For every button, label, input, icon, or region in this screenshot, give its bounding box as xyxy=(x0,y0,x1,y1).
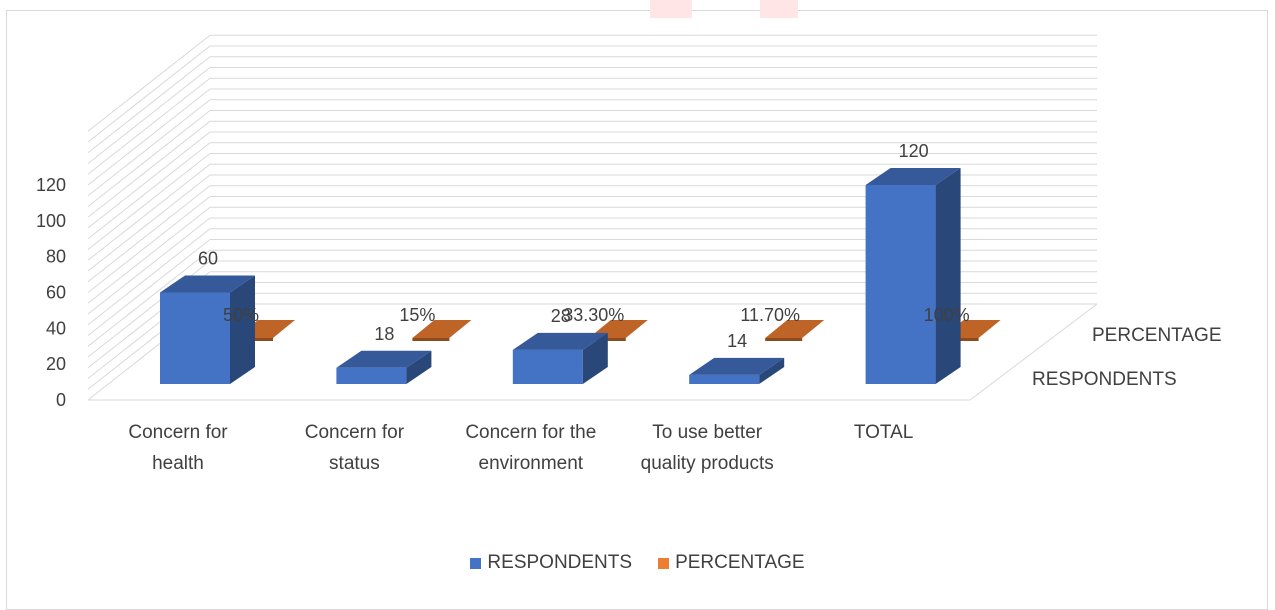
side-gridline xyxy=(87,239,211,336)
respondents-bar-side xyxy=(230,275,255,384)
side-gridline xyxy=(87,153,211,250)
top-decoration-left xyxy=(650,0,692,18)
percentage-bar xyxy=(412,320,472,338)
category-label: Concern for the xyxy=(465,422,596,443)
side-gridline xyxy=(87,196,211,293)
side-gridline xyxy=(87,34,211,132)
percentage-data-label: 100% xyxy=(924,305,970,325)
respondents-bar xyxy=(865,185,936,384)
floor-right-edge xyxy=(969,303,1098,401)
respondents-bar-top xyxy=(865,168,961,185)
respondents-bar-top xyxy=(512,332,608,350)
side-gridline xyxy=(87,45,211,143)
side-gridline xyxy=(87,142,211,240)
side-gridline xyxy=(87,249,211,347)
side-gridline xyxy=(87,67,211,164)
respondents-bar-top xyxy=(160,275,255,293)
side-gridline xyxy=(87,99,211,197)
category-label: health xyxy=(152,453,204,474)
respondents-bar-side xyxy=(582,332,608,384)
legend-item-respondents[interactable]: RESPONDENTS xyxy=(470,552,632,574)
side-gridline xyxy=(87,174,211,272)
top-decoration-right xyxy=(760,0,798,18)
side-gridline xyxy=(87,110,211,207)
category-label: TOTAL xyxy=(854,422,913,443)
y-tick-label: 60 xyxy=(46,283,66,303)
side-gridline xyxy=(87,77,211,175)
side-gridline xyxy=(87,120,211,218)
depth-axis-label: PERCENTAGE xyxy=(1092,325,1222,346)
y-tick-label: 80 xyxy=(46,247,66,267)
chart-legend: RESPONDENTS PERCENTAGE xyxy=(0,552,1275,574)
percentage-data-label: 11.70% xyxy=(740,305,800,325)
side-gridline xyxy=(87,206,211,304)
chart-plot: 0 20 40 60 80 100 120 RESPONDENTS PERCENTAGE 60 18… xyxy=(36,34,1222,474)
series-respondents xyxy=(160,168,961,384)
legend-swatch-respondents xyxy=(470,557,482,569)
respondents-data-label: 18 xyxy=(374,324,394,344)
category-label: quality products xyxy=(641,453,774,474)
respondents-bar-top xyxy=(689,357,785,375)
side-gridline xyxy=(87,228,211,326)
legend-label-respondents: RESPONDENTS xyxy=(487,552,633,573)
percentage-data-label: 15% xyxy=(399,305,435,325)
percentage-bar xyxy=(765,320,825,338)
side-gridline xyxy=(87,56,211,154)
legend-swatch-percentage xyxy=(658,557,670,569)
side-gridline xyxy=(87,217,211,315)
respondents-bar-top xyxy=(336,350,432,368)
category-label: environment xyxy=(479,453,584,474)
y-tick-label: 120 xyxy=(36,175,66,195)
category-label: To use better xyxy=(652,422,763,443)
respondents-bar-side xyxy=(759,357,785,384)
category-label: Concern for xyxy=(128,422,228,443)
side-gridline xyxy=(87,88,211,186)
legend-item-percentage[interactable]: PERCENTAGE xyxy=(658,552,805,574)
category-label: status xyxy=(329,453,380,474)
category-label: Concern for xyxy=(305,422,405,443)
percentage-data-label: 33.30% xyxy=(563,305,624,325)
respondents-data-label: 14 xyxy=(727,331,747,351)
respondents-bar xyxy=(689,374,760,384)
side-gridline xyxy=(87,185,211,283)
respondents-data-label: 60 xyxy=(198,249,218,269)
percentage-bar-front xyxy=(412,338,450,341)
respondents-bar xyxy=(512,349,583,384)
side-gridline xyxy=(87,163,211,261)
side-gridline xyxy=(87,131,211,229)
respondents-bar-side xyxy=(935,168,961,384)
respondents-bar-side xyxy=(406,350,432,384)
percentage-data-label: 50% xyxy=(223,305,259,325)
percentage-bar-front xyxy=(765,338,803,341)
legend-label-percentage: PERCENTAGE xyxy=(675,552,805,573)
respondents-data-label: 28 xyxy=(551,306,571,326)
respondents-data-label: 120 xyxy=(899,141,929,161)
y-tick-label: 40 xyxy=(46,318,66,338)
y-tick-label: 100 xyxy=(36,211,66,231)
respondents-bar xyxy=(336,367,407,384)
respondents-bar xyxy=(160,292,230,384)
y-tick-label: 0 xyxy=(56,390,66,410)
depth-axis-label: RESPONDENTS xyxy=(1032,369,1177,390)
y-tick-label: 20 xyxy=(46,354,66,374)
